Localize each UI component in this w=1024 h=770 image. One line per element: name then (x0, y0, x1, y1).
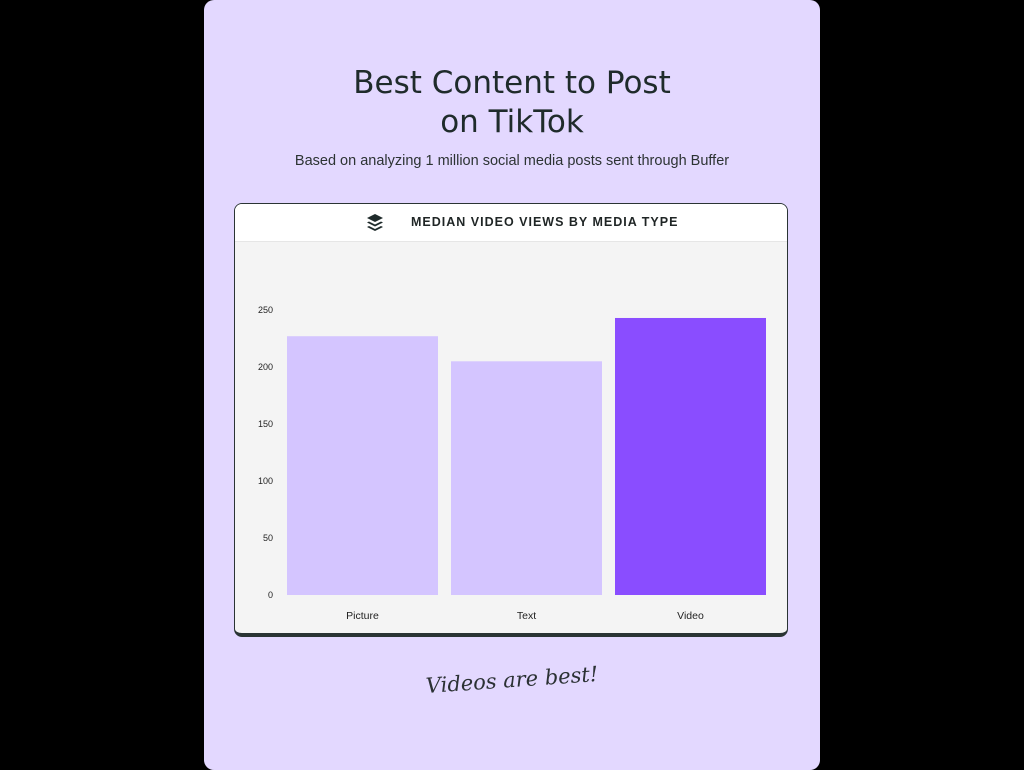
x-tick-label: Video (677, 610, 704, 622)
buffer-logo-icon (367, 214, 383, 231)
y-tick-label: 100 (258, 476, 273, 486)
handwritten-caption: Videos are best! (425, 662, 599, 698)
chart-header: MEDIAN VIDEO VIEWS BY MEDIA TYPE (235, 204, 787, 242)
page-title: Best Content to Post on TikTok (204, 64, 820, 142)
title-line-2: on TikTok (440, 104, 584, 140)
y-tick-label: 200 (258, 362, 273, 372)
y-tick-label: 150 (258, 419, 273, 429)
chart-title: MEDIAN VIDEO VIEWS BY MEDIA TYPE (411, 215, 679, 229)
y-tick-label: 0 (268, 590, 273, 600)
y-tick-label: 50 (263, 533, 273, 543)
bar-chart: 0 50 100 150 200 250 Picture Text Video (258, 305, 766, 622)
title-line-1: Best Content to Post (353, 65, 671, 101)
y-tick-label: 250 (258, 305, 273, 315)
bar-video (615, 317, 766, 595)
bar-text (451, 361, 602, 595)
bar-picture (287, 336, 438, 595)
x-tick-label: Text (517, 610, 536, 622)
x-tick-label: Picture (346, 610, 379, 622)
infographic-card: Best Content to Post on TikTok Based on … (204, 0, 820, 770)
page-subtitle: Based on analyzing 1 million social medi… (294, 153, 730, 169)
chart-panel: MEDIAN VIDEO VIEWS BY MEDIA TYPE 0 50 100 1… (234, 203, 788, 637)
